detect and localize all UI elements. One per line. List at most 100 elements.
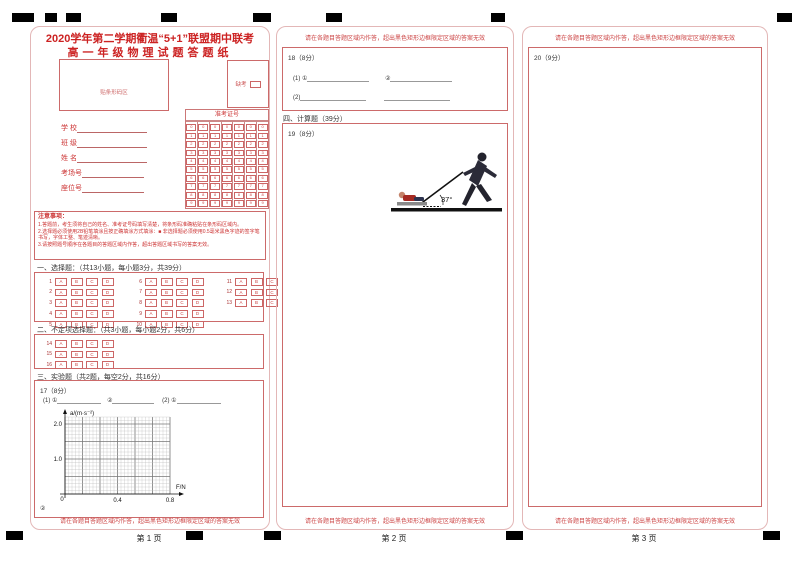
answer-bubble-D[interactable]: D [191, 310, 204, 318]
ticket-digit-bubble[interactable]: 4 [257, 157, 268, 165]
answer-bubble-D[interactable]: D [101, 310, 114, 318]
answer-bubble-A[interactable]: A [145, 278, 157, 286]
ticket-digit-bubble[interactable]: 2 [198, 141, 209, 148]
school-blank[interactable] [76, 125, 147, 133]
seat-field[interactable]: 座位号 [61, 183, 144, 197]
name-blank[interactable] [76, 155, 147, 163]
answer-bubble-C[interactable]: C [86, 299, 98, 307]
ticket-digit-bubble[interactable]: 2 [233, 141, 244, 148]
answer-bubble-C[interactable]: C [86, 310, 98, 318]
ticket-digit-bubble[interactable]: 9 [222, 200, 232, 207]
answer-bubble-A[interactable]: A [55, 361, 67, 369]
answer-bubble-C[interactable]: C [176, 310, 188, 318]
room-field[interactable]: 考场号 [61, 168, 144, 182]
answer-bubble-B[interactable]: B [160, 278, 173, 286]
ticket-digit-bubble[interactable]: 1 [186, 132, 197, 140]
ticket-digit-bubble[interactable]: 9 [257, 200, 268, 207]
ticket-digit-bubble[interactable]: 4 [186, 157, 197, 165]
answer-bubble-B[interactable]: B [70, 361, 83, 369]
answer-bubble-C[interactable]: C [266, 288, 278, 297]
ticket-digit-bubble[interactable]: 3 [233, 149, 244, 157]
answer-bubble-A[interactable]: A [145, 299, 157, 307]
answer-bubble-D[interactable]: D [101, 361, 114, 369]
ticket-digit-bubble[interactable]: 3 [257, 149, 268, 157]
ticket-digit-bubble[interactable]: 1 [210, 132, 221, 140]
answer-bubble-C[interactable]: C [86, 288, 98, 297]
ticket-digit-bubble[interactable]: 6 [257, 174, 268, 182]
answer-bubble-D[interactable]: D [101, 340, 114, 348]
answer-bubble-A[interactable]: A [55, 278, 67, 286]
room-blank[interactable] [82, 170, 144, 178]
answer-bubble-C[interactable]: C [176, 320, 188, 329]
a-F-graph[interactable]: a/(m·s⁻²) 2.0 1.0 0 0.4 0.8 F/N [43, 408, 193, 508]
answer-bubble-A[interactable]: A [145, 310, 157, 318]
answer-bubble-B[interactable]: B [70, 310, 83, 318]
ticket-digit-bubble[interactable]: 3 [210, 149, 221, 157]
answer-bubble-C[interactable]: C [176, 288, 188, 297]
ticket-digit-bubble[interactable]: 3 [198, 149, 209, 157]
ticket-digit-bubble[interactable]: 7 [210, 183, 221, 191]
name-field[interactable]: 姓 名 [61, 153, 147, 167]
answer-bubble-C[interactable]: C [86, 361, 98, 369]
ticket-digit-bubble[interactable]: 7 [257, 183, 268, 191]
answer-bubble-B[interactable]: B [70, 299, 83, 307]
question20-box[interactable]: 20（9分） [528, 47, 762, 507]
answer-bubble-B[interactable]: B [70, 340, 83, 348]
answer-bubble-C[interactable]: C [266, 278, 278, 286]
ticket-digit-bubble[interactable]: 3 [245, 149, 256, 157]
answer-bubble-B[interactable]: B [70, 320, 83, 329]
q18-blank-1[interactable] [307, 74, 370, 82]
answer-bubble-A[interactable]: A [235, 278, 247, 286]
ticket-digit-bubble[interactable]: 3 [222, 149, 232, 157]
ticket-digit-bubble[interactable]: 6 [245, 174, 256, 182]
ticket-digit-bubble[interactable]: 0 [233, 124, 244, 131]
ticket-digit-bubble[interactable]: 4 [233, 157, 244, 165]
ticket-digit-bubble[interactable]: 4 [222, 157, 232, 165]
ticket-digit-bubble[interactable]: 6 [186, 174, 197, 182]
answer-bubble-D[interactable]: D [101, 278, 114, 286]
question19-box[interactable]: 19（8分） 37° [282, 123, 508, 507]
ticket-digit-bubble[interactable]: 7 [186, 183, 197, 191]
answer-bubble-B[interactable]: B [160, 288, 173, 297]
ticket-digit-bubble[interactable]: 0 [245, 124, 256, 131]
ticket-digit-bubble[interactable]: 2 [257, 141, 268, 148]
class-field[interactable]: 班 级 [61, 138, 147, 152]
ticket-digit-bubble[interactable]: 6 [198, 174, 209, 182]
ticket-digit-bubble[interactable]: 9 [198, 200, 209, 207]
answer-bubble-D[interactable]: D [191, 288, 204, 297]
ticket-digit-bubble[interactable]: 0 [198, 124, 209, 131]
ticket-digit-bubble[interactable]: 1 [233, 132, 244, 140]
answer-bubble-C[interactable]: C [266, 299, 278, 307]
ticket-digit-bubble[interactable]: 1 [198, 132, 209, 140]
ticket-write-cell[interactable] [245, 121, 257, 123]
ticket-digit-bubble[interactable]: 2 [186, 141, 197, 148]
school-field[interactable]: 学 校 [61, 123, 147, 137]
ticket-digit-bubble[interactable]: 6 [233, 174, 244, 182]
ticket-digit-bubble[interactable]: 9 [186, 200, 197, 207]
answer-bubble-A[interactable]: A [145, 288, 157, 297]
ticket-digit-bubble[interactable]: 5 [222, 166, 232, 174]
ticket-write-cell[interactable] [221, 121, 233, 123]
ticket-digit-bubble[interactable]: 1 [222, 132, 232, 140]
answer-bubble-C[interactable]: C [86, 350, 98, 359]
answer-bubble-C[interactable]: C [86, 278, 98, 286]
answer-bubble-B[interactable]: B [160, 299, 173, 307]
answer-bubble-A[interactable]: A [55, 320, 67, 329]
ticket-digit-bubble[interactable]: 8 [222, 191, 232, 199]
ticket-digit-bubble[interactable]: 0 [257, 124, 268, 131]
answer-bubble-C[interactable]: C [86, 340, 98, 348]
ticket-digit-bubble[interactable]: 5 [245, 166, 256, 174]
ticket-digit-bubble[interactable]: 9 [210, 200, 221, 207]
q17-blank-3[interactable] [176, 396, 221, 404]
absent-checkbox[interactable] [249, 80, 261, 88]
ticket-digit-bubble[interactable]: 2 [210, 141, 221, 148]
ticket-digit-bubble[interactable]: 8 [210, 191, 221, 199]
answer-bubble-B[interactable]: B [250, 288, 263, 297]
answer-bubble-B[interactable]: B [160, 310, 173, 318]
ticket-digit-bubble[interactable]: 9 [245, 200, 256, 207]
answer-bubble-B[interactable]: B [70, 350, 83, 359]
ticket-write-cell[interactable] [209, 121, 221, 123]
answer-bubble-D[interactable]: D [101, 320, 114, 329]
ticket-digit-bubble[interactable]: 5 [198, 166, 209, 174]
answer-bubble-B[interactable]: B [70, 288, 83, 297]
